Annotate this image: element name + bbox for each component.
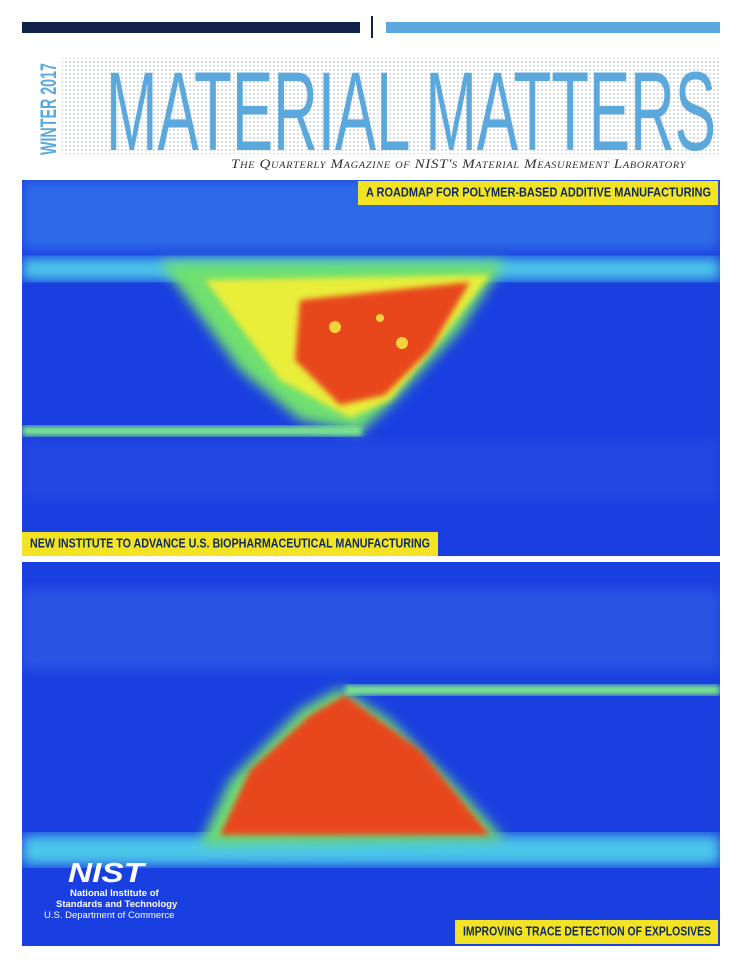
subtitle: The Quarterly Magazine of NIST's Materia… [231, 156, 687, 171]
magazine-title: MATERIAL MATTERS [106, 49, 716, 174]
headline: A ROADMAP FOR POLYMER-BASED ADDITIVE MAN… [366, 184, 711, 199]
top-divider [371, 16, 373, 38]
top-bar-dark [22, 22, 360, 33]
logo-line: U.S. Department of Commerce [44, 910, 174, 921]
headline-box [455, 920, 718, 944]
logo-line: Standards and Technology [56, 899, 178, 910]
top-bar-light [386, 22, 720, 33]
logo-mark: NIST [68, 857, 147, 888]
issue-season: WINTER 2017 [36, 63, 61, 155]
title-dots [62, 58, 720, 154]
headline: IMPROVING TRACE DETECTION OF EXPLOSIVES [463, 923, 711, 938]
thermal-image-top [22, 180, 720, 556]
headline: NEW INSTITUTE TO ADVANCE U.S. BIOPHARMAC… [30, 535, 430, 550]
thermal-image-bottom [22, 562, 720, 946]
headline-box [22, 532, 438, 556]
logo-line: National Institute of [70, 888, 160, 899]
headline-box [358, 181, 718, 205]
